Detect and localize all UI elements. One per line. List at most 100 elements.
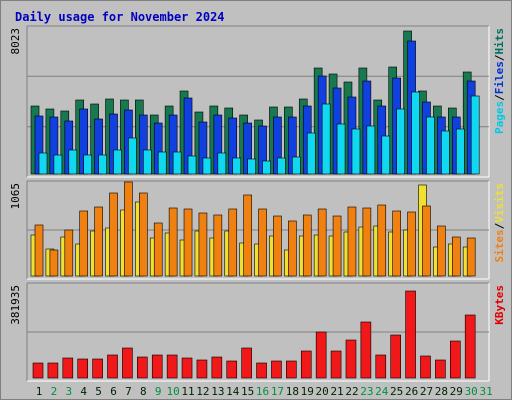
bar-kbytes-day-6	[107, 354, 118, 379]
bar-sites-day-4	[79, 210, 89, 277]
bar-pages-day-3	[68, 149, 78, 175]
bar-kbytes-day-22	[345, 339, 357, 379]
day-label-2: 2	[51, 385, 58, 398]
bar-pages-day-9	[157, 151, 167, 175]
bar-sites-day-14	[228, 208, 238, 277]
bar-pages-day-24	[381, 135, 391, 175]
bar-kbytes-day-2	[47, 362, 59, 379]
axis-legend-pages: Pages	[493, 101, 506, 134]
bar-pages-day-16	[262, 160, 271, 175]
bar-sites-day-15	[243, 194, 252, 277]
bar-sites-day-1	[34, 224, 44, 277]
day-label-30: 30	[465, 385, 478, 398]
day-label-10: 10	[167, 385, 180, 398]
bar-kbytes-day-4	[77, 358, 89, 379]
bar-sites-day-17	[273, 215, 282, 277]
bar-kbytes-day-21	[330, 350, 342, 379]
bar-pages-day-1	[38, 152, 48, 175]
bar-pages-day-19	[306, 132, 316, 175]
day-label-8: 8	[140, 385, 147, 398]
bar-sites-day-12	[198, 212, 208, 277]
bar-kbytes-day-10	[166, 354, 178, 379]
day-label-5: 5	[95, 385, 102, 398]
bar-pages-day-7	[128, 137, 137, 175]
day-label-12: 12	[196, 385, 209, 398]
bar-pages-day-15	[247, 158, 256, 175]
day-label-15: 15	[241, 385, 254, 398]
bar-pages-day-13	[217, 152, 227, 175]
bar-kbytes-day-5	[92, 358, 103, 379]
day-label-29: 29	[450, 385, 463, 398]
bar-kbytes-day-18	[286, 360, 297, 379]
axis-legend-sites: Sites	[493, 229, 506, 262]
bar-sites-day-19	[302, 214, 312, 277]
bar-kbytes-day-30	[464, 314, 476, 379]
y-max-label: 1065	[9, 183, 22, 210]
day-label-20: 20	[316, 385, 329, 398]
bar-sites-day-26	[407, 211, 416, 277]
bar-kbytes-day-11	[181, 357, 193, 379]
bar-sites-day-24	[377, 204, 387, 277]
bar-kbytes-day-3	[62, 357, 74, 379]
bar-kbytes-day-1	[32, 362, 44, 379]
day-label-14: 14	[226, 385, 240, 398]
day-label-16: 16	[256, 385, 269, 398]
bar-pages-day-22	[351, 128, 361, 175]
bar-pages-day-5	[98, 154, 107, 175]
bar-kbytes-day-25	[390, 334, 401, 379]
bar-kbytes-day-7	[122, 347, 133, 379]
bar-kbytes-day-24	[375, 354, 387, 379]
bar-kbytes-day-20	[315, 331, 327, 379]
bar-pages-day-28	[441, 130, 450, 175]
bar-kbytes-day-9	[151, 354, 163, 379]
bar-pages-day-10	[172, 151, 182, 175]
day-label-7: 7	[125, 385, 132, 398]
bar-kbytes-day-29	[449, 340, 461, 379]
bar-sites-day-7	[124, 181, 133, 277]
bar-sites-day-20	[317, 208, 327, 277]
axis-legend-kbytes: KBytes	[493, 285, 506, 325]
bar-pages-day-14	[232, 157, 242, 175]
day-label-17: 17	[271, 385, 284, 398]
axis-legend-visits: Visits	[493, 183, 506, 223]
day-label-9: 9	[155, 385, 162, 398]
axis-legend: Sites/Visits	[493, 183, 506, 263]
day-label-18: 18	[286, 385, 299, 398]
bar-pages-day-11	[187, 155, 197, 175]
bar-sites-day-5	[94, 206, 103, 277]
bar-pages-day-27	[426, 116, 435, 175]
bar-sites-day-25	[392, 210, 401, 277]
bar-kbytes-day-27	[420, 355, 431, 379]
axis-legend: Pages/Files/Hits	[493, 28, 506, 134]
sites-visits-panel: 1065 Sites/Visits	[9, 180, 506, 280]
day-label-24: 24	[375, 385, 389, 398]
day-labels: 1 2 3 4 5 6 7 8 9 10 11 12 13 14 15 16 17 18 19 20 21 22 23 24 2…	[36, 385, 493, 398]
day-label-21: 21	[330, 385, 343, 398]
chart-title: Daily usage for November 2024	[15, 10, 225, 24]
bar-sites-day-3	[64, 229, 74, 277]
bar-pages-day-6	[113, 149, 122, 175]
bar-kbytes-day-8	[137, 356, 148, 379]
bar-pages-day-4	[83, 154, 93, 175]
bar-pages-day-2	[53, 154, 63, 175]
bar-sites-day-28	[437, 225, 446, 277]
bar-sites-day-16	[258, 208, 267, 277]
bar-sites-day-18	[288, 220, 297, 277]
day-label-27: 27	[420, 385, 433, 398]
bar-pages-day-25	[396, 108, 405, 175]
bar-pages-day-17	[277, 157, 286, 175]
bar-sites-day-29	[451, 236, 461, 277]
kbytes-panel: 381935 KBytes	[9, 282, 506, 382]
bar-kbytes-day-17	[271, 360, 282, 379]
axis-legend-files: Files	[493, 61, 506, 94]
y-max-label: 8023	[9, 28, 22, 55]
day-label-4: 4	[80, 385, 87, 398]
bar-pages-day-23	[366, 125, 376, 175]
bar-sites-day-23	[362, 207, 372, 277]
day-label-26: 26	[405, 385, 418, 398]
bar-kbytes-day-28	[435, 359, 446, 379]
bar-pages-day-18	[292, 156, 301, 175]
bar-sites-day-11	[183, 208, 193, 277]
